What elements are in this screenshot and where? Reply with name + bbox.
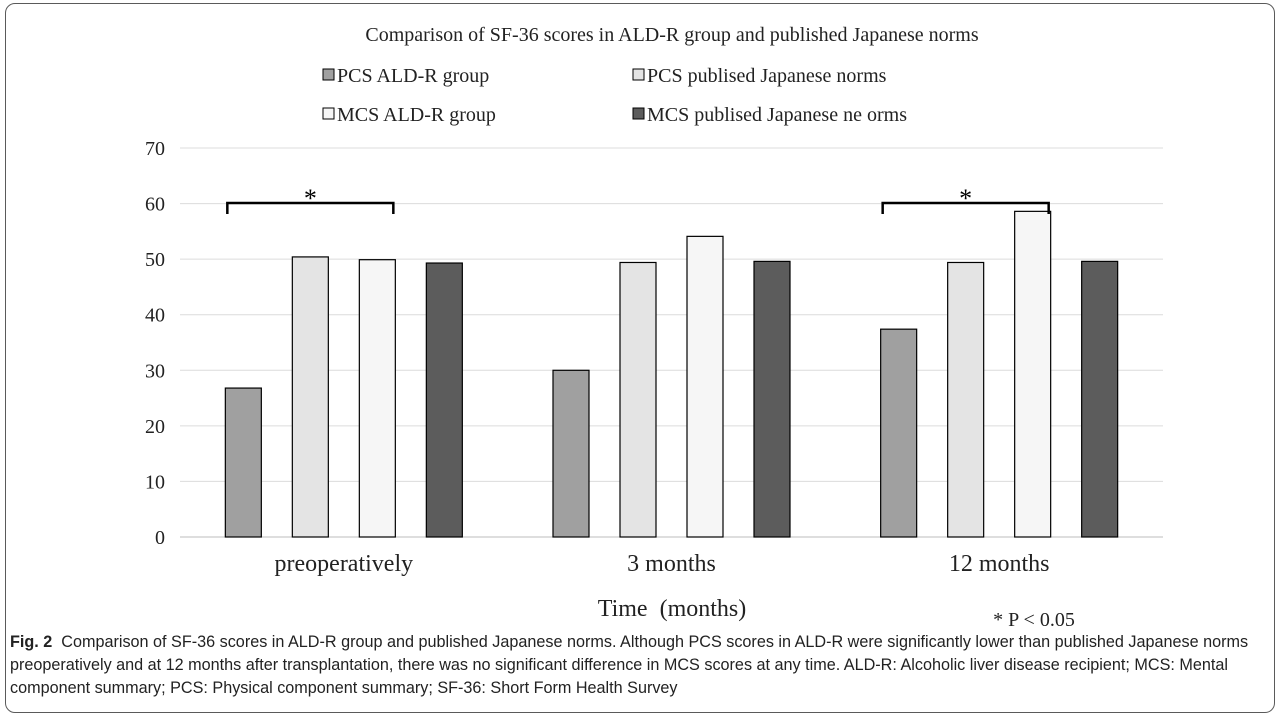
significance-markers: * * — [226, 184, 1050, 214]
x-tick-label: 3 months — [627, 551, 716, 577]
figure-caption: Fig. 2 Comparison of SF-36 scores in ALD… — [10, 631, 1265, 700]
significance-bracket — [881, 201, 1050, 214]
x-axis-label: Time (months) — [598, 596, 746, 622]
significance-label: * — [304, 184, 317, 213]
legend-label: MCS publised Japanese ne orms — [647, 104, 907, 126]
y-tick-label: 20 — [145, 416, 165, 438]
y-tick-label: 10 — [145, 471, 165, 493]
caption-label: Fig. 2 — [10, 633, 53, 651]
bar — [291, 256, 329, 538]
bar — [619, 261, 657, 538]
y-tick-label: 30 — [145, 360, 165, 382]
y-axis-ticks: 0 10 20 30 40 50 60 70 — [145, 138, 165, 549]
y-tick-label: 50 — [145, 249, 165, 271]
bar — [425, 262, 463, 538]
chart-title: Comparison of SF-36 scores in ALD-R grou… — [365, 24, 978, 46]
bar — [1014, 210, 1052, 538]
legend-label: MCS ALD-R group — [337, 104, 496, 126]
bar — [880, 328, 918, 538]
y-tick-label: 60 — [145, 194, 165, 216]
legend-swatch — [322, 68, 335, 81]
bars — [224, 210, 1119, 538]
legend-swatch — [632, 107, 645, 120]
x-tick-label: preoperatively — [275, 551, 414, 577]
significance-label: * — [959, 184, 972, 213]
legend-label: PCS publised Japanese norms — [647, 65, 887, 87]
bar — [753, 260, 791, 538]
y-tick-label: 0 — [155, 527, 165, 549]
significance-bracket — [226, 201, 395, 214]
bar-chart: Comparison of SF-36 scores in ALD-R grou… — [145, 24, 1163, 630]
legend: PCS ALD-R group PCS publised Japanese nor… — [322, 65, 907, 126]
y-tick-label: 40 — [145, 305, 165, 327]
y-tick-label: 70 — [145, 138, 165, 160]
p-value-annotation: * P < 0.05 — [993, 609, 1075, 630]
bar — [224, 387, 262, 538]
x-axis-ticks: preoperatively 3 months 12 months — [275, 551, 1050, 577]
legend-swatch — [632, 68, 645, 81]
bar — [1081, 260, 1119, 538]
bar — [358, 259, 396, 538]
caption-text: Comparison of SF-36 scores in ALD-R grou… — [10, 633, 1249, 697]
bar — [947, 261, 985, 538]
bar — [686, 235, 724, 538]
legend-swatch — [322, 107, 335, 120]
legend-label: PCS ALD-R group — [337, 65, 489, 87]
x-tick-label: 12 months — [949, 551, 1050, 577]
bar — [552, 369, 590, 538]
